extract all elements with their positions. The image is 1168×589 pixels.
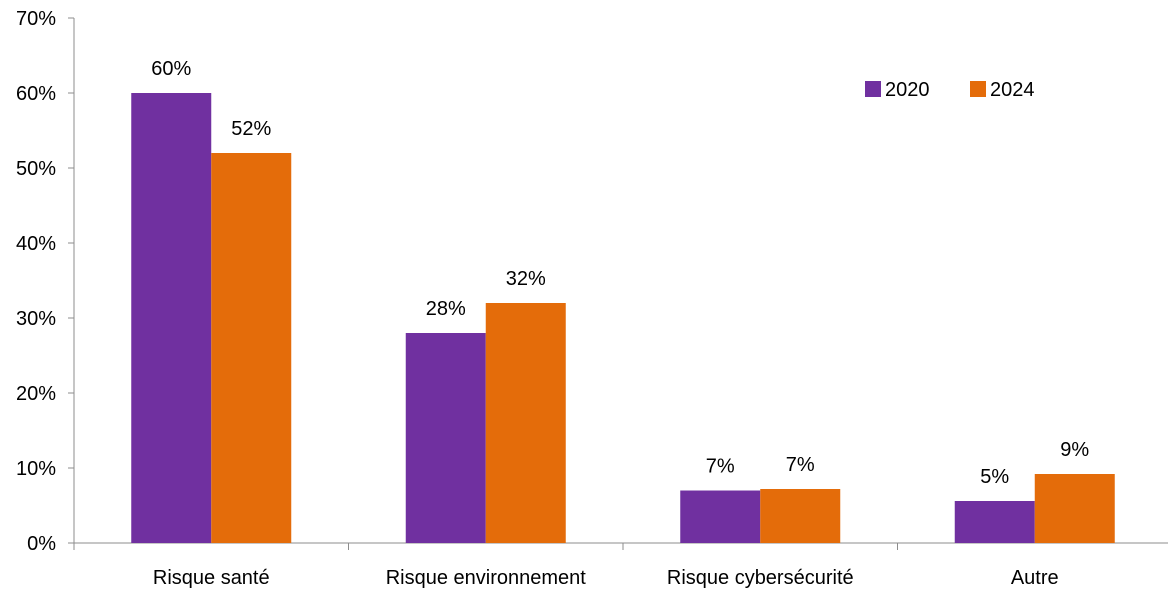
y-tick-label: 0% bbox=[27, 533, 56, 555]
data-label: 52% bbox=[231, 118, 271, 140]
x-category-label: Autre bbox=[1011, 567, 1059, 589]
y-tick-label: 10% bbox=[16, 458, 56, 480]
y-tick-label: 40% bbox=[16, 233, 56, 255]
data-label: 9% bbox=[1060, 439, 1089, 461]
bar-2020-3 bbox=[954, 501, 1035, 543]
bar-2020-1 bbox=[405, 333, 486, 543]
y-tick-label: 50% bbox=[16, 158, 56, 180]
legend-label: 2024 bbox=[990, 79, 1035, 101]
legend-swatch-2020 bbox=[865, 81, 881, 97]
data-label: 60% bbox=[151, 58, 191, 80]
chart-legend: 2020 2024 bbox=[865, 79, 1035, 101]
y-tick-label: 70% bbox=[16, 8, 56, 30]
bar-2020-2 bbox=[680, 490, 761, 543]
bar-2024-1 bbox=[485, 303, 566, 543]
data-label: 7% bbox=[706, 456, 735, 478]
bar-2024-0 bbox=[211, 153, 292, 543]
x-category-label: Risque cybersécurité bbox=[667, 567, 854, 589]
legend-label: 2020 bbox=[885, 79, 930, 101]
data-label: 32% bbox=[506, 268, 546, 290]
y-tick-label: 60% bbox=[16, 83, 56, 105]
data-label: 5% bbox=[980, 466, 1009, 488]
bar-2020-0 bbox=[131, 93, 212, 543]
data-label: 28% bbox=[426, 298, 466, 320]
y-tick-label: 30% bbox=[16, 308, 56, 330]
bar-2024-3 bbox=[1034, 474, 1115, 543]
x-category-label: Risque santé bbox=[153, 567, 270, 589]
bar-2024-2 bbox=[760, 489, 841, 543]
legend-swatch-2024 bbox=[970, 81, 986, 97]
y-tick-label: 20% bbox=[16, 383, 56, 405]
data-label: 7% bbox=[786, 454, 815, 476]
chart-labels: 60% 28% 7% 5% 52% 32% 7% 9% bbox=[151, 58, 1089, 488]
chart-bars bbox=[131, 93, 1115, 543]
chart-axes: 0% 10% 20% 30% 40% 50% 60% 70% Risque santé Risqu… bbox=[16, 8, 1168, 589]
x-category-label: Risque environnement bbox=[386, 567, 587, 589]
